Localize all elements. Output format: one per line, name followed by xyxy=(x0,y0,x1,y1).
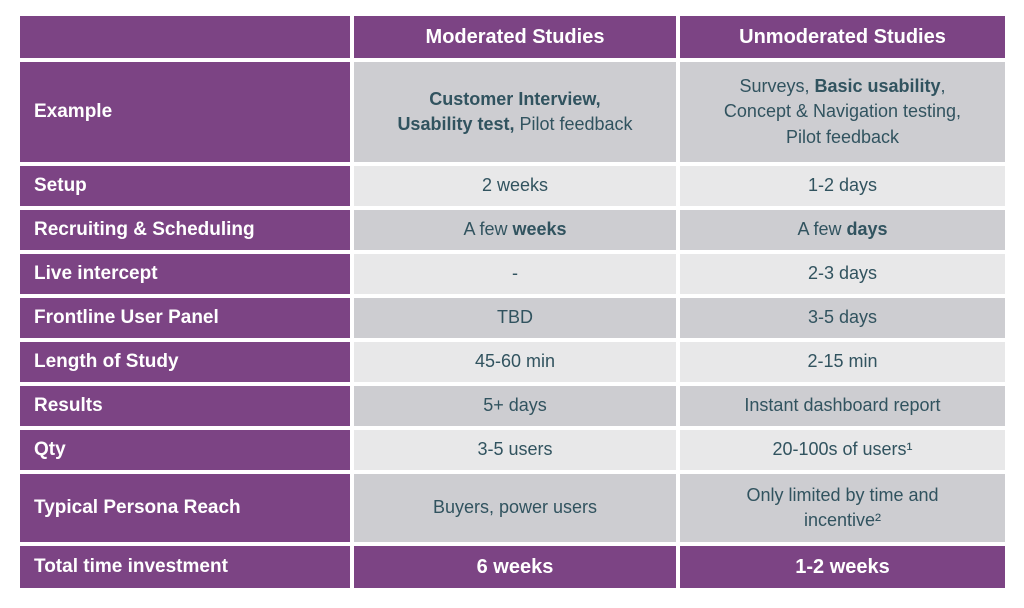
header-moderated: Moderated Studies xyxy=(354,16,676,58)
cell-setup-moderated: 2 weeks xyxy=(354,166,676,206)
row-label-recruiting-scheduling: Recruiting & Scheduling xyxy=(20,210,350,250)
cell-recruiting-unmoderated: A few days xyxy=(680,210,1005,250)
cell-length-moderated: 45-60 min xyxy=(354,342,676,382)
cell-results-moderated: 5+ days xyxy=(354,386,676,426)
cell-example-unmoderated: Surveys, Basic usability, Concept & Navi… xyxy=(680,62,1005,162)
header-unmoderated: Unmoderated Studies xyxy=(680,16,1005,58)
cell-example-moderated: Customer Interview, Usability test, Pilo… xyxy=(354,62,676,162)
cell-frontline-moderated: TBD xyxy=(354,298,676,338)
cell-frontline-unmoderated: 3-5 days xyxy=(680,298,1005,338)
row-label-length-of-study: Length of Study xyxy=(20,342,350,382)
cell-setup-unmoderated: 1-2 days xyxy=(680,166,1005,206)
row-label-live-intercept: Live intercept xyxy=(20,254,350,294)
cell-results-unmoderated: Instant dashboard report xyxy=(680,386,1005,426)
cell-length-unmoderated: 2-15 min xyxy=(680,342,1005,382)
row-label-qty: Qty xyxy=(20,430,350,470)
cell-persona-unmoderated: Only limited by time and incentive² xyxy=(680,474,1005,542)
row-label-frontline-user-panel: Frontline User Panel xyxy=(20,298,350,338)
row-label-typical-persona-reach: Typical Persona Reach xyxy=(20,474,350,542)
footer-label-total-time-investment: Total time investment xyxy=(20,546,350,588)
footer-total-moderated: 6 weeks xyxy=(354,546,676,588)
cell-recruiting-moderated: A few weeks xyxy=(354,210,676,250)
cell-qty-moderated: 3-5 users xyxy=(354,430,676,470)
comparison-table: Moderated Studies Unmoderated Studies Ex… xyxy=(20,16,1005,588)
row-label-setup: Setup xyxy=(20,166,350,206)
row-label-results: Results xyxy=(20,386,350,426)
row-label-example: Example xyxy=(20,62,350,162)
cell-qty-unmoderated: 20-100s of users¹ xyxy=(680,430,1005,470)
footer-total-unmoderated: 1-2 weeks xyxy=(680,546,1005,588)
header-corner-cell xyxy=(20,16,350,58)
cell-persona-moderated: Buyers, power users xyxy=(354,474,676,542)
cell-live-intercept-unmoderated: 2-3 days xyxy=(680,254,1005,294)
cell-live-intercept-moderated: - xyxy=(354,254,676,294)
